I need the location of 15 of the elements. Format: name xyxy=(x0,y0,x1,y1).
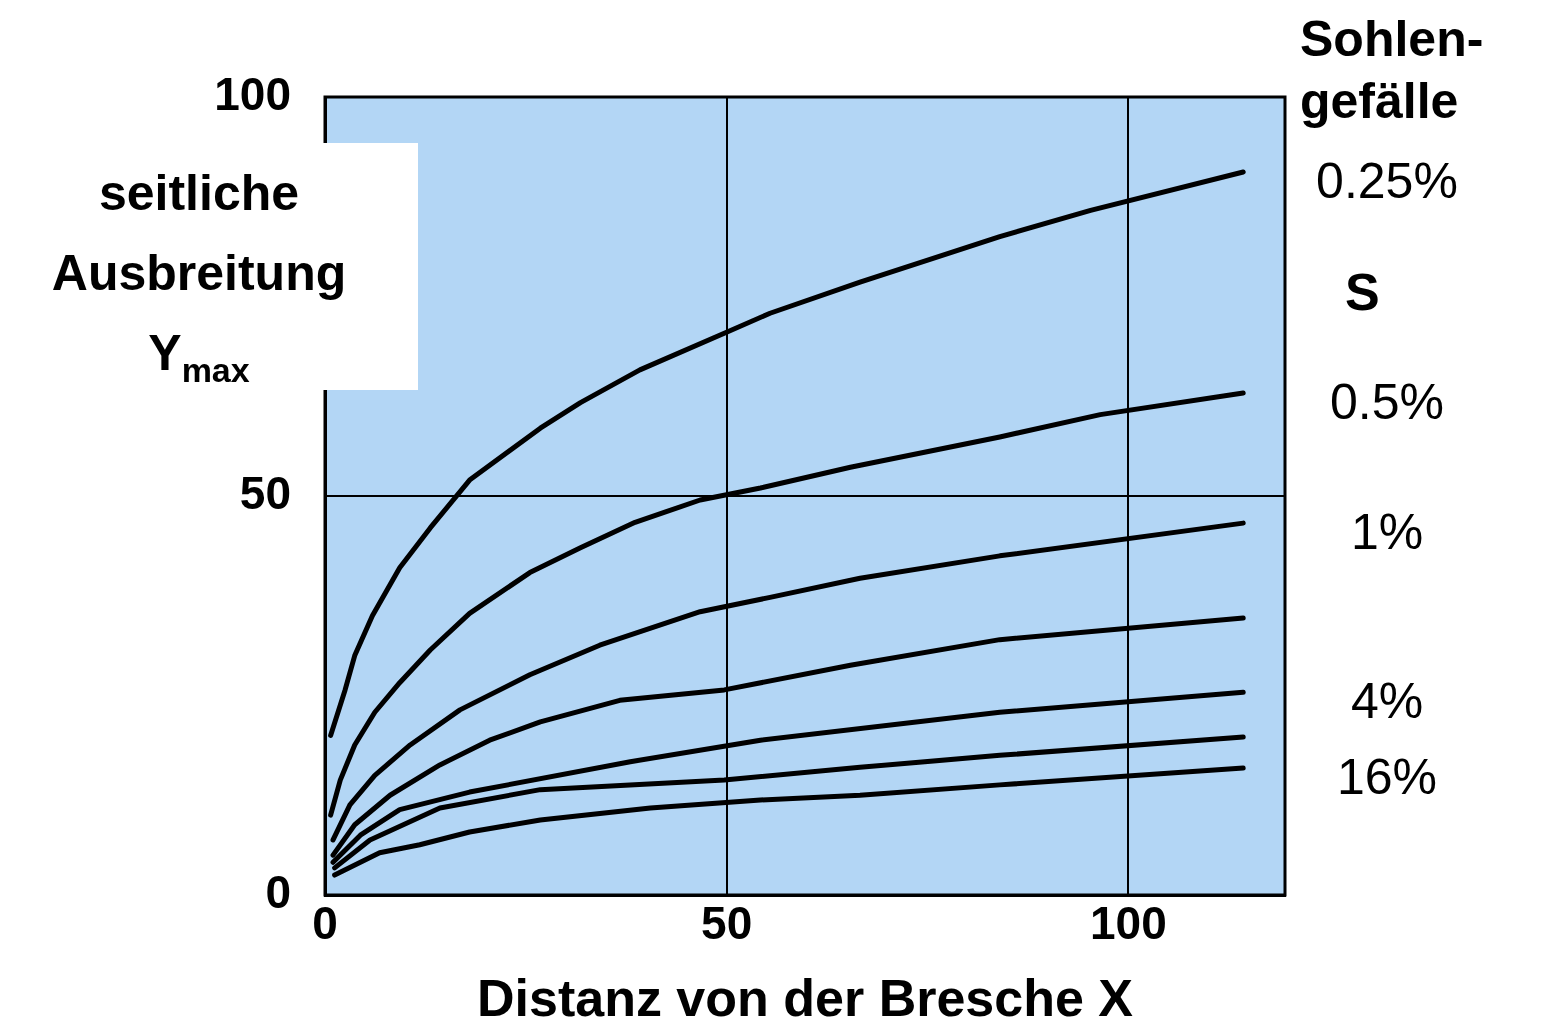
series-label: 16% xyxy=(1336,748,1438,805)
x-tick-label: 50 xyxy=(701,897,753,950)
text: S xyxy=(1345,262,1380,322)
series-label: 0.25% xyxy=(1316,152,1458,209)
text: 1% xyxy=(1350,503,1424,560)
x-tick-label: 100 xyxy=(1089,897,1167,950)
y-tick-label: 50 xyxy=(239,466,291,519)
legend-title: Sohlen- gefälle xyxy=(1300,10,1484,131)
x-tick-label: 0 xyxy=(312,897,338,950)
text: 4% xyxy=(1350,673,1424,730)
y-tick-label: 100 xyxy=(214,67,291,120)
y-tick-label: 0 xyxy=(265,865,291,918)
y-axis-title: seitliche Ausbreitung Y$_{max}$ xyxy=(0,143,418,390)
x-axis-title: Distanz von der Bresche X xyxy=(477,969,1134,1028)
series-label: 0.5% xyxy=(1330,373,1444,430)
